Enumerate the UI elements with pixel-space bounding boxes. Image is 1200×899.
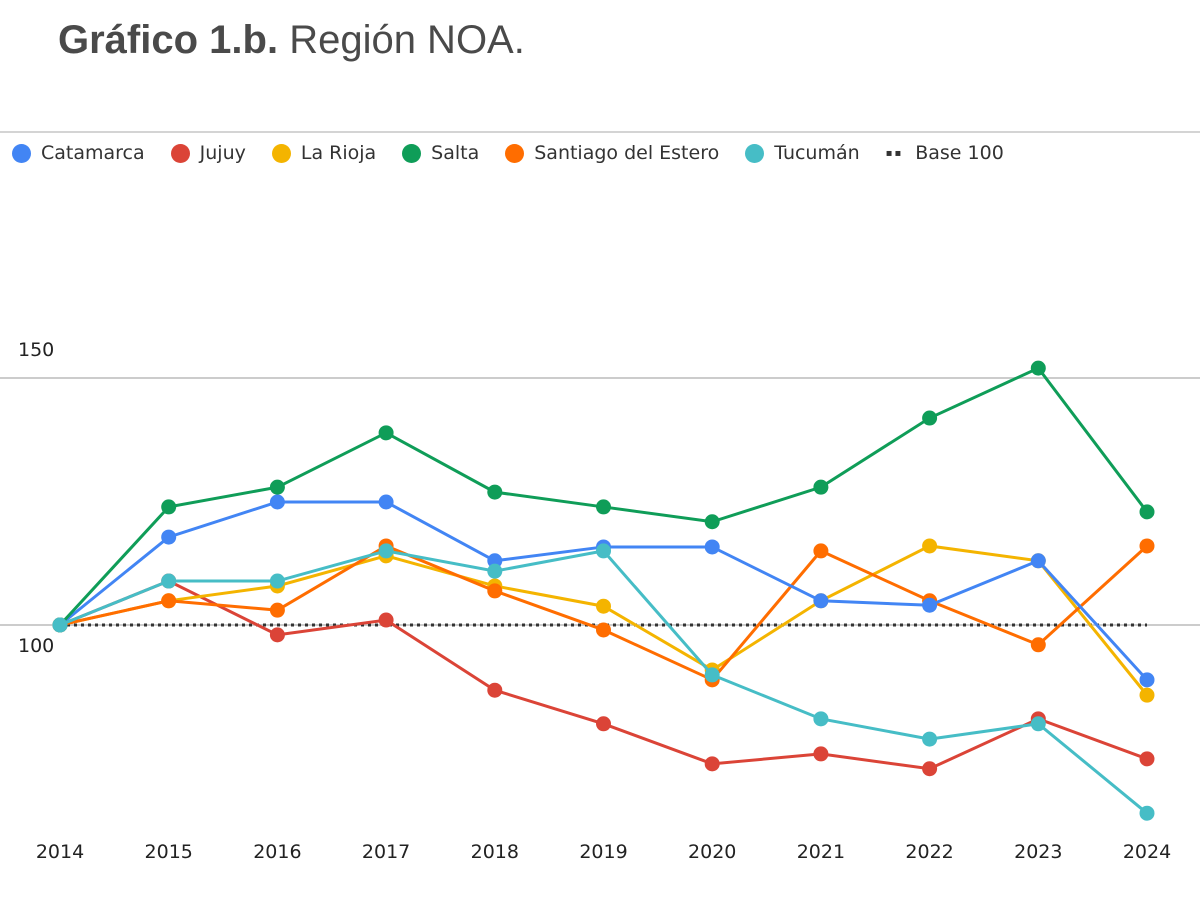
- y-tick-label: 150: [18, 339, 54, 361]
- legend-label: Santiago del Estero: [534, 142, 720, 164]
- legend-label: Jujuy: [199, 142, 246, 164]
- data-point[interactable]: [922, 731, 938, 747]
- data-point[interactable]: [704, 514, 720, 530]
- data-point[interactable]: [487, 583, 503, 599]
- data-point[interactable]: [487, 682, 503, 698]
- series-la-rioja: [52, 538, 1155, 703]
- data-point[interactable]: [704, 539, 720, 555]
- x-tick-label: 2019: [579, 841, 627, 863]
- x-tick-label: 2023: [1014, 841, 1062, 863]
- data-point[interactable]: [1139, 687, 1155, 703]
- data-point[interactable]: [269, 602, 285, 618]
- x-tick-label: 2022: [905, 841, 953, 863]
- series-line: [59, 549, 1148, 815]
- legend-label: Tucumán: [774, 142, 860, 164]
- data-point[interactable]: [378, 543, 394, 559]
- series-salta: [52, 360, 1155, 633]
- legend-label: Base 100: [915, 142, 1004, 164]
- legend-label: Catamarca: [41, 142, 145, 164]
- legend-item[interactable]: Tucumán: [745, 142, 860, 164]
- legend-dot-icon: [271, 143, 291, 163]
- data-point[interactable]: [378, 612, 394, 628]
- legend-dot-icon: [170, 143, 190, 163]
- data-point[interactable]: [1030, 553, 1046, 569]
- data-point[interactable]: [269, 627, 285, 643]
- data-point[interactable]: [596, 543, 611, 559]
- legend-item[interactable]: ▪▪ Base 100: [886, 142, 1004, 164]
- data-point[interactable]: [1139, 672, 1155, 688]
- series-line: [58, 366, 1149, 627]
- data-point[interactable]: [269, 573, 285, 589]
- data-point[interactable]: [813, 479, 829, 495]
- legend-dot-icon: [402, 143, 422, 163]
- data-point[interactable]: [378, 425, 394, 441]
- x-tick-label: 2017: [362, 841, 410, 863]
- data-point[interactable]: [52, 617, 68, 633]
- legend-label: Salta: [431, 142, 480, 164]
- chart-title: Gráfico 1.b. Región NOA.: [58, 18, 525, 63]
- series-line: [59, 500, 1149, 681]
- legend-item[interactable]: Salta: [402, 142, 479, 164]
- legend-label: La Rioja: [300, 142, 377, 164]
- data-point[interactable]: [813, 711, 829, 727]
- series-line: [59, 544, 1149, 697]
- data-point[interactable]: [596, 716, 611, 732]
- dotted-line-marker-icon: ▪▪: [885, 147, 904, 159]
- y-tick-label: 100: [18, 635, 54, 657]
- data-point[interactable]: [922, 761, 938, 777]
- legend-divider: [0, 131, 1200, 133]
- data-point[interactable]: [813, 593, 829, 609]
- legend-item[interactable]: Jujuy: [170, 142, 246, 164]
- data-point[interactable]: [704, 756, 720, 772]
- x-tick-label: 2021: [797, 841, 845, 863]
- x-tick-label: 2020: [688, 841, 736, 863]
- x-tick-label: 2024: [1123, 841, 1171, 863]
- legend-dot-icon: [505, 143, 525, 163]
- x-tick-label: 2014: [36, 841, 84, 863]
- legend-item[interactable]: Santiago del Estero: [505, 142, 719, 164]
- series-tucumán: [52, 543, 1155, 821]
- data-point[interactable]: [487, 553, 503, 569]
- data-point[interactable]: [596, 598, 611, 614]
- x-tick-label: 2015: [145, 841, 193, 863]
- data-point[interactable]: [1139, 805, 1155, 821]
- series-catamarca: [52, 494, 1155, 688]
- chart-title-bold: Gráfico 1.b.: [58, 18, 279, 62]
- legend: Catamarca Jujuy La Rioja Salta Santiago del …: [12, 142, 1030, 164]
- data-point[interactable]: [922, 597, 938, 613]
- legend-dot-icon: [745, 143, 765, 163]
- legend-item[interactable]: Catamarca: [12, 142, 145, 164]
- data-point[interactable]: [596, 622, 611, 638]
- data-point[interactable]: [596, 499, 611, 515]
- x-tick-label: 2016: [253, 841, 301, 863]
- data-point[interactable]: [269, 494, 285, 510]
- data-point[interactable]: [161, 529, 177, 545]
- data-point[interactable]: [1030, 360, 1046, 376]
- legend-item[interactable]: La Rioja: [271, 142, 377, 164]
- data-point[interactable]: [813, 543, 829, 559]
- data-point[interactable]: [487, 484, 503, 500]
- data-point[interactable]: [1139, 538, 1155, 554]
- legend-dot-icon: [12, 143, 31, 163]
- data-point[interactable]: [922, 538, 938, 554]
- data-point[interactable]: [161, 573, 177, 589]
- data-point[interactable]: [161, 499, 177, 515]
- data-point[interactable]: [161, 593, 177, 609]
- data-point[interactable]: [1139, 504, 1155, 520]
- chart-title-rest: Región NOA.: [289, 18, 525, 62]
- data-point[interactable]: [269, 479, 285, 495]
- data-point[interactable]: [1030, 637, 1046, 653]
- x-tick-label: 2018: [471, 841, 519, 863]
- data-point[interactable]: [378, 494, 394, 510]
- data-point[interactable]: [813, 746, 829, 762]
- data-point[interactable]: [704, 667, 720, 683]
- data-point[interactable]: [922, 410, 938, 426]
- data-point[interactable]: [487, 563, 503, 579]
- data-point[interactable]: [1139, 751, 1155, 767]
- data-point[interactable]: [1030, 716, 1046, 732]
